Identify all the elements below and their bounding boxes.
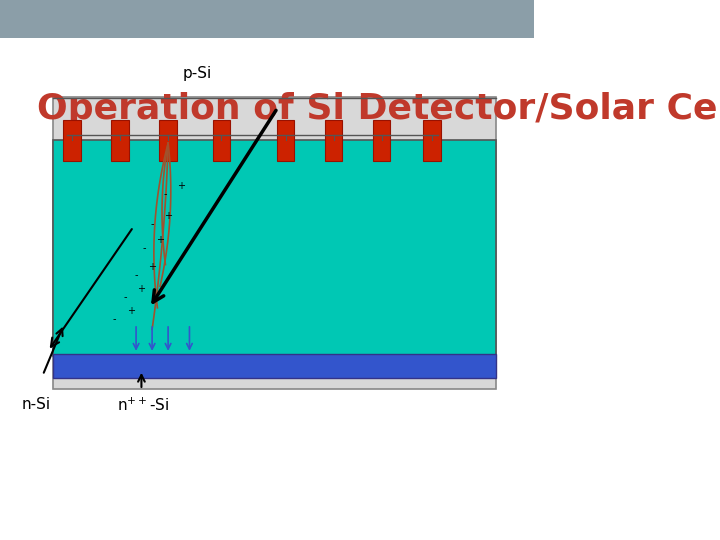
Text: +: + — [138, 284, 145, 294]
Text: +: + — [148, 262, 156, 272]
Text: Operation of Si Detector/Solar Cell: Operation of Si Detector/Solar Cell — [37, 92, 720, 126]
FancyBboxPatch shape — [159, 120, 177, 161]
Text: p-Si: p-Si — [183, 66, 212, 81]
Text: -: - — [124, 292, 127, 302]
FancyBboxPatch shape — [276, 120, 294, 161]
Text: -: - — [113, 314, 117, 323]
Text: +: + — [156, 235, 164, 245]
Text: n-Si: n-Si — [22, 397, 50, 412]
Text: n$^{++}$-Si: n$^{++}$-Si — [117, 397, 170, 414]
Text: +: + — [127, 306, 135, 315]
Text: -: - — [135, 271, 138, 280]
Text: +: + — [164, 211, 172, 221]
FancyBboxPatch shape — [112, 120, 129, 161]
FancyBboxPatch shape — [63, 120, 81, 161]
Text: +: + — [177, 181, 186, 191]
Text: -: - — [143, 244, 146, 253]
FancyBboxPatch shape — [53, 97, 496, 389]
FancyBboxPatch shape — [53, 140, 496, 356]
Text: -: - — [163, 190, 167, 199]
FancyBboxPatch shape — [373, 120, 390, 161]
FancyBboxPatch shape — [325, 120, 343, 161]
FancyBboxPatch shape — [212, 120, 230, 161]
FancyBboxPatch shape — [53, 354, 496, 378]
FancyBboxPatch shape — [423, 120, 441, 161]
Text: -: - — [150, 219, 154, 229]
FancyBboxPatch shape — [0, 0, 534, 38]
